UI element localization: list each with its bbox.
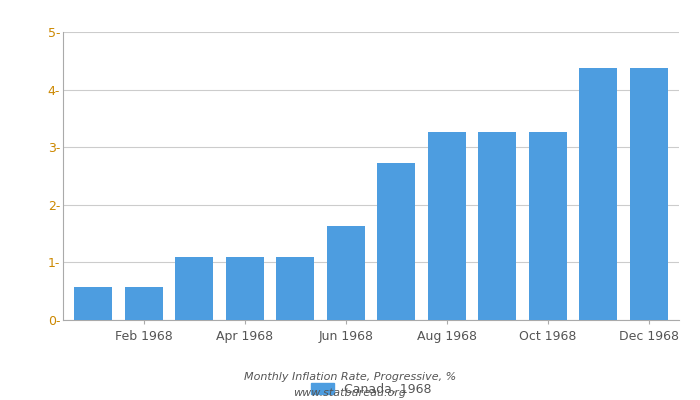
Bar	[74, 287, 112, 320]
Bar	[428, 132, 466, 320]
Bar	[226, 257, 264, 320]
Bar	[377, 163, 415, 320]
Bar	[528, 132, 567, 320]
Text: Monthly Inflation Rate, Progressive, %: Monthly Inflation Rate, Progressive, %	[244, 372, 456, 382]
Legend: Canada, 1968: Canada, 1968	[306, 378, 436, 400]
Bar	[580, 68, 617, 320]
Bar	[276, 257, 314, 320]
Text: www.statbureau.org: www.statbureau.org	[293, 388, 407, 398]
Bar	[478, 132, 516, 320]
Bar	[125, 287, 162, 320]
Bar	[630, 68, 668, 320]
Bar	[327, 226, 365, 320]
Bar	[175, 257, 214, 320]
